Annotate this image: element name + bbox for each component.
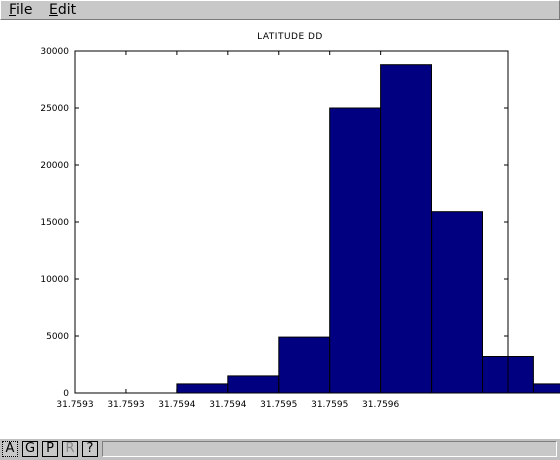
x-tick-label-5: 31.7595 bbox=[311, 400, 348, 410]
menu-file[interactable]: File bbox=[9, 2, 32, 18]
y-tick-label-3: 15000 bbox=[40, 218, 69, 228]
histogram-bars bbox=[176, 64, 560, 394]
menu-edit-mnemonic: E bbox=[49, 2, 58, 18]
chart-title: LATITUDE DD bbox=[257, 32, 323, 42]
status-bar: A G P R ? bbox=[0, 439, 560, 460]
histogram-bar-4 bbox=[278, 336, 331, 394]
toolbar-button-g[interactable]: G bbox=[22, 441, 38, 457]
y-tick-label-2: 10000 bbox=[40, 275, 69, 285]
x-axis-ticks: 31.7593 31.7593 31.7594 31.7594 31.7595 31.75… bbox=[56, 51, 400, 410]
y-tick-label-0: 0 bbox=[63, 389, 69, 399]
x-tick-label-0: 31.7593 bbox=[56, 400, 93, 410]
x-tick-label-6: 31.7596 bbox=[362, 400, 399, 410]
y-tick-label-6: 30000 bbox=[40, 47, 69, 57]
toolbar-button-p[interactable]: P bbox=[42, 441, 58, 457]
y-tick-label-1: 5000 bbox=[46, 332, 69, 342]
toolbar-button-a[interactable]: A bbox=[2, 441, 18, 457]
toolbar-button-help[interactable]: ? bbox=[82, 441, 98, 457]
status-field bbox=[102, 441, 557, 457]
x-tick-label-1: 31.7593 bbox=[107, 400, 144, 410]
menu-bar: File Edit bbox=[0, 0, 560, 20]
histogram-chart: LATITUDE DD 0 5000 10000 15000 20000 25000 300… bbox=[40, 32, 560, 410]
x-tick-label-3: 31.7594 bbox=[209, 400, 246, 410]
histogram-bar-5 bbox=[329, 107, 382, 394]
plot-area: LATITUDE DD 0 5000 10000 15000 20000 25000 300… bbox=[0, 20, 560, 438]
y-tick-label-4: 20000 bbox=[40, 161, 69, 171]
toolbar-button-r: R bbox=[62, 441, 78, 457]
histogram-bar-2 bbox=[176, 383, 229, 394]
y-tick-label-5: 25000 bbox=[40, 104, 69, 114]
x-tick-label-2: 31.7594 bbox=[158, 400, 195, 410]
menu-file-label: ile bbox=[16, 2, 33, 18]
menu-file-mnemonic: F bbox=[9, 2, 17, 18]
histogram-bar-6 bbox=[380, 64, 433, 394]
histogram-bar-9 bbox=[533, 383, 560, 394]
menu-edit-label: dit bbox=[57, 2, 77, 18]
x-tick-label-4: 31.7595 bbox=[260, 400, 297, 410]
histogram-bar-7 bbox=[431, 211, 484, 394]
y-axis-ticks: 0 5000 10000 15000 20000 25000 30000 bbox=[40, 47, 508, 399]
menu-edit[interactable]: Edit bbox=[49, 2, 76, 18]
histogram-bar-3 bbox=[227, 375, 280, 394]
